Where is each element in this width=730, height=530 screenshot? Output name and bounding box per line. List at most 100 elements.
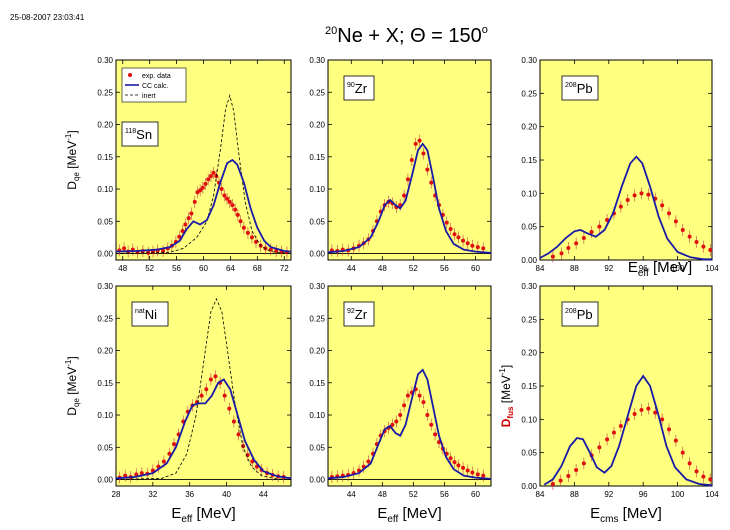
y-tick-label: 0.10 <box>97 185 113 194</box>
data-point <box>429 422 434 427</box>
y-tick-label: 0.25 <box>521 315 537 324</box>
x-axis-title: Ecms [MeV] <box>590 505 662 525</box>
data-point <box>589 230 594 234</box>
y-tick-label: 0.20 <box>97 121 113 130</box>
data-point <box>172 442 177 447</box>
y-axis-title-fus: Dfus [MeV-1] <box>498 365 515 427</box>
data-point <box>241 225 246 230</box>
data-point <box>558 478 563 483</box>
panel-sn118: 0.00 0.05 0.10 0.15 0.20 0.25 0.30 48 52 56 60 64 68… <box>64 56 292 273</box>
y-tick-label: 0.05 <box>521 449 537 458</box>
y-tick-label: 0.20 <box>309 347 325 356</box>
cc-curve <box>115 158 292 253</box>
cc-curve <box>327 368 492 480</box>
y-tick-label: 0.05 <box>97 443 113 452</box>
data-point <box>167 451 172 456</box>
data-point <box>581 461 586 466</box>
data-point <box>433 432 438 437</box>
x-tick-label: 92 <box>604 490 613 499</box>
x-tick-label: 92 <box>604 264 613 273</box>
x-tick-label: 32 <box>148 490 157 499</box>
data-point <box>687 461 692 466</box>
data-point <box>394 419 399 424</box>
data-point <box>660 203 665 208</box>
data-point <box>639 408 644 412</box>
y-tick-label: 0.20 <box>521 349 537 358</box>
data-point <box>465 241 470 246</box>
y-tick-label: 0.20 <box>521 123 537 132</box>
data-point <box>456 235 461 240</box>
data-point <box>405 177 410 182</box>
data-point <box>219 187 224 192</box>
data-point <box>448 227 453 232</box>
timestamp: 25-08-2007 23:03:41 <box>10 13 85 22</box>
y-tick-label: 0.15 <box>309 153 325 162</box>
data-point <box>429 180 434 185</box>
y-axis-title: Dqe [MeV-1] <box>64 356 81 415</box>
data-point <box>597 224 602 229</box>
data-point <box>198 188 203 193</box>
data-point <box>409 158 414 162</box>
data-point <box>139 471 144 476</box>
y-tick-label: 0.00 <box>309 250 325 259</box>
y-tick-label: 0.10 <box>521 189 537 198</box>
data-point <box>465 468 470 473</box>
x-tick-label: 56 <box>440 490 449 499</box>
nucleus-label-box <box>343 301 375 327</box>
data-point <box>231 419 236 424</box>
y-tick-label: 0.30 <box>309 282 325 291</box>
data-point <box>230 203 235 208</box>
data-point <box>475 245 480 250</box>
x-axis-title: Eeff [MeV] <box>171 505 235 525</box>
data-point <box>425 413 430 418</box>
data-point <box>250 459 255 464</box>
data-point <box>452 460 457 465</box>
x-axis-title: Eeff [MeV] <box>628 259 692 279</box>
y-tick-label: 0.15 <box>521 382 537 391</box>
y-tick-label: 0.00 <box>97 476 113 485</box>
legend-inert-label: inert <box>142 93 156 100</box>
data-point <box>161 459 166 464</box>
y-tick-label: 0.10 <box>521 415 537 424</box>
data-point <box>235 212 240 217</box>
y-tick-label: 0.00 <box>309 476 325 485</box>
data-point <box>701 244 706 249</box>
data-point <box>199 393 204 398</box>
legend-cc-label: CC calc. <box>142 83 169 90</box>
data-point <box>694 469 699 474</box>
data-point <box>461 238 466 243</box>
data-point <box>227 199 232 204</box>
data-point <box>238 219 243 224</box>
x-tick-label: 48 <box>378 490 387 499</box>
y-tick-label: 0.25 <box>309 314 325 323</box>
x-tick-label: 44 <box>347 264 356 273</box>
x-tick-label: 60 <box>199 264 208 273</box>
data-point <box>566 246 571 250</box>
y-tick-label: 0.15 <box>521 156 537 165</box>
nucleus-label-box <box>131 301 169 327</box>
data-point <box>222 193 227 198</box>
data-point <box>456 463 461 468</box>
data-point <box>550 482 555 486</box>
data-point <box>574 468 579 472</box>
y-tick-label: 0.15 <box>97 379 113 388</box>
data-point <box>611 430 616 435</box>
data-point <box>417 138 422 143</box>
y-tick-label: 0.10 <box>309 411 325 420</box>
data-point <box>639 191 644 196</box>
data-point <box>566 474 571 478</box>
x-tick-label: 36 <box>185 490 194 499</box>
y-tick-label: 0.25 <box>97 314 113 323</box>
data-point <box>559 251 564 256</box>
nucleus-label-box <box>343 75 375 101</box>
data-point <box>470 470 475 475</box>
data-point <box>390 422 395 427</box>
data-point <box>646 406 651 411</box>
x-tick-label: 60 <box>471 264 480 273</box>
data-point <box>618 424 623 428</box>
y-tick-label: 0.20 <box>97 347 113 356</box>
panel-zr90: 0.00 0.05 0.10 0.15 0.20 0.25 0.30 44 48 52 56 60 90… <box>309 56 492 273</box>
data-point <box>208 377 213 382</box>
y-tick-label: 0.00 <box>521 256 537 265</box>
data-point <box>667 211 671 216</box>
